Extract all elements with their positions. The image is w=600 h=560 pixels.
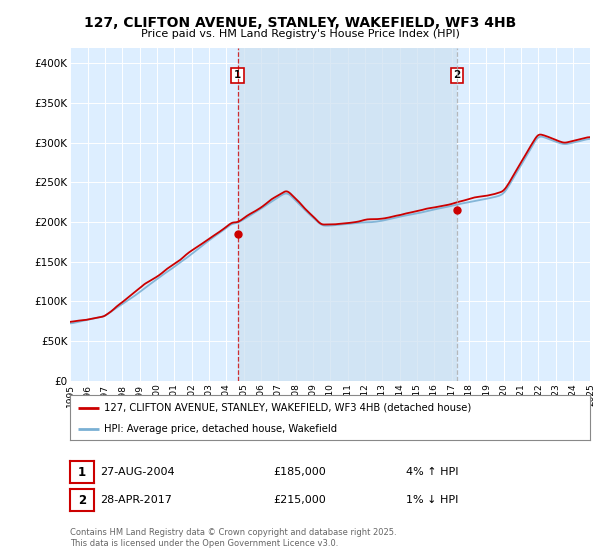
Bar	[238, 48, 457, 381]
Text: 27-AUG-2004: 27-AUG-2004	[100, 467, 175, 477]
Text: 28-APR-2017: 28-APR-2017	[100, 495, 172, 505]
Text: 2: 2	[454, 71, 461, 81]
Text: £185,000: £185,000	[274, 467, 326, 477]
Text: Contains HM Land Registry data © Crown copyright and database right 2025.
This d: Contains HM Land Registry data © Crown c…	[70, 528, 397, 548]
Text: 1% ↓ HPI: 1% ↓ HPI	[406, 495, 458, 505]
Text: 1: 1	[234, 71, 241, 81]
Text: £215,000: £215,000	[274, 495, 326, 505]
Text: 1: 1	[78, 465, 86, 478]
Text: 127, CLIFTON AVENUE, STANLEY, WAKEFIELD, WF3 4HB (detached house): 127, CLIFTON AVENUE, STANLEY, WAKEFIELD,…	[104, 403, 471, 413]
Text: 4% ↑ HPI: 4% ↑ HPI	[406, 467, 458, 477]
Text: 127, CLIFTON AVENUE, STANLEY, WAKEFIELD, WF3 4HB: 127, CLIFTON AVENUE, STANLEY, WAKEFIELD,…	[84, 16, 516, 30]
Text: Price paid vs. HM Land Registry's House Price Index (HPI): Price paid vs. HM Land Registry's House …	[140, 29, 460, 39]
Text: 2: 2	[78, 493, 86, 506]
Text: HPI: Average price, detached house, Wakefield: HPI: Average price, detached house, Wake…	[104, 424, 337, 434]
